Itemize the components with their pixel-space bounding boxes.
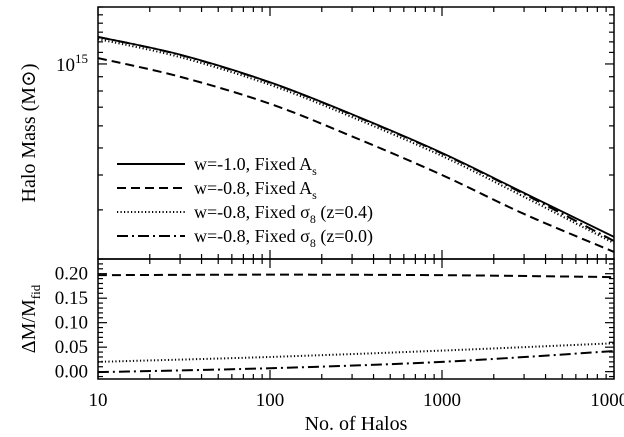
bottom-y-title-text: ΔM/M: [18, 299, 40, 353]
legend-label-text: w=-0.8, Fixed σ: [194, 226, 310, 246]
legend-label-4: w=-0.8, Fixed σ8 (z=0.0): [194, 226, 373, 250]
bottom-series-line-1: [98, 273, 614, 279]
top-series-line-1: [98, 36, 614, 238]
tick-exponent: 15: [75, 51, 88, 66]
top-series-line-4: [98, 35, 614, 242]
y-tick-label: 0.20: [55, 264, 88, 285]
legend-label-subscript: s: [312, 188, 317, 202]
bottom-y-title-subscript: fid: [28, 284, 43, 299]
bottom-series-line-3: [98, 350, 614, 374]
legend-label-3: w=-0.8, Fixed σ8 (z=0.4): [194, 202, 373, 226]
legend-label-1: w=-1.0, Fixed As: [194, 154, 317, 178]
legend-label-text: w=-0.8, Fixed σ: [194, 202, 310, 222]
axis-titles: Halo Mass (M⊙) ΔM/Mfid No. of Halos: [18, 64, 408, 435]
legend-label-tail: (z=0.0): [316, 226, 373, 247]
top-series-line-3: [98, 38, 614, 245]
legend-label-subscript: 8: [310, 236, 316, 250]
bottom-series-group: [98, 273, 614, 374]
legend: w=-1.0, Fixed Asw=-0.8, Fixed Asw=-0.8, …: [117, 154, 373, 250]
legend-label-text: w=-1.0, Fixed A: [194, 154, 312, 174]
legend-label-subscript: 8: [310, 212, 316, 226]
top-y-tick-label: 1015: [56, 51, 88, 76]
x-tick-label: 100: [256, 390, 285, 411]
bottom-series-line-2: [98, 342, 614, 363]
bottom-plot-frame: [97, 258, 615, 380]
y-tick-label: 0.15: [55, 288, 88, 309]
top-series-line-2: [98, 57, 614, 253]
x-axis-title: No. of Halos: [305, 413, 408, 435]
x-tick-label: 10: [89, 390, 108, 411]
bottom-y-axis-title: ΔM/Mfid: [18, 284, 43, 353]
legend-label-text: w=-0.8, Fixed A: [194, 178, 312, 198]
y-tick-label: 0.05: [55, 337, 88, 358]
x-tick-label: 1000: [423, 390, 461, 411]
legend-label-tail: (z=0.4): [316, 202, 373, 223]
legend-label-subscript: s: [312, 164, 317, 178]
top-series-group: [98, 35, 614, 253]
top-y-axis-title: Halo Mass (M⊙): [18, 64, 40, 203]
y-tick-label: 0.00: [55, 362, 88, 383]
legend-label-2: w=-0.8, Fixed As: [194, 178, 317, 202]
tick-base: 10: [56, 55, 75, 76]
y-tick-label: 0.10: [55, 313, 88, 334]
